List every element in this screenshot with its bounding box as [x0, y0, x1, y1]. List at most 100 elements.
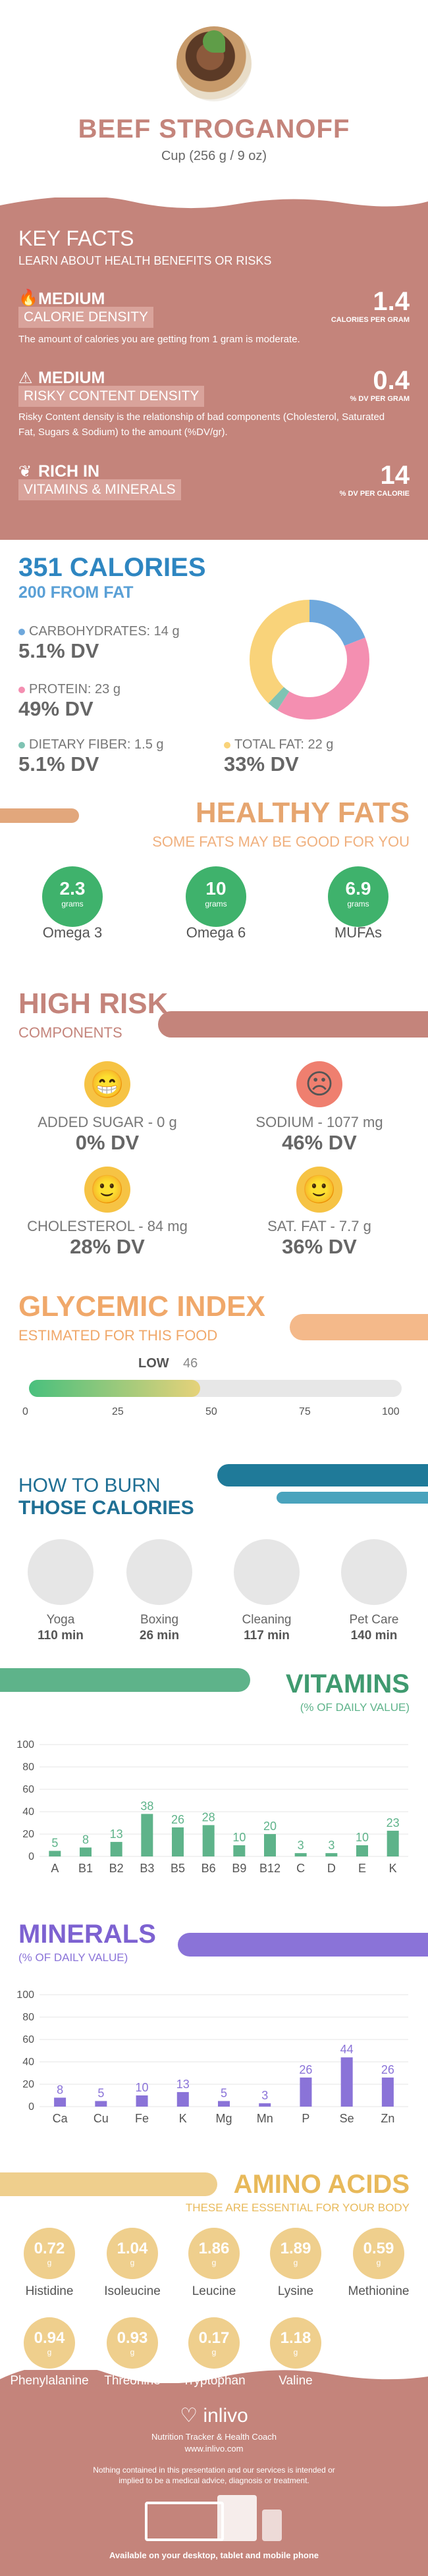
fact-name-calorie: CALORIE DENSITY	[18, 307, 154, 328]
leucine-value: 1.86	[198, 2240, 230, 2257]
website-link[interactable]: www.inlivo.com	[184, 2444, 244, 2454]
flame-icon: 🔥	[18, 289, 38, 307]
high-risk-title: HIGH RISK	[18, 987, 169, 1020]
valine-value: 1.18	[280, 2329, 311, 2347]
sugar-label: ADDED SUGAR - 0 g	[38, 1114, 177, 1130]
vitamins-subtitle: (% OF DAILY VALUE)	[300, 1701, 410, 1714]
x-tick-label: Cu	[94, 2112, 109, 2125]
boxing-icon	[126, 1539, 192, 1605]
cholesterol-dv: 28% DV	[70, 1235, 145, 1258]
x-tick-label: B3	[140, 1862, 154, 1875]
omega6-label: Omega 6	[186, 924, 246, 941]
mineral-bar	[95, 2101, 107, 2107]
histidine-circle: 0.72 g	[24, 2228, 75, 2279]
x-tick-label: P	[302, 2112, 309, 2125]
nutrient-fiber: DIETARY FIBER: 1.5 g 5.1% DV	[18, 737, 164, 776]
fact-value-calorie: 1.4	[373, 287, 410, 316]
fact-desc-calorie: The amount of calories you are getting f…	[18, 334, 300, 345]
gi-tick: 0	[22, 1406, 28, 1417]
y-tick-label: 80	[22, 2012, 34, 2023]
data-label: 10	[356, 1831, 369, 1844]
pet-care-minutes: 140 min	[350, 1629, 398, 1643]
yoga-icon	[28, 1539, 94, 1605]
fat-dv: 33% DV	[224, 752, 299, 775]
omega6-value: 10	[205, 878, 227, 899]
valine-label: Valine	[279, 2374, 313, 2388]
tryptophan-unit: g	[211, 2348, 217, 2357]
donut-slice	[250, 600, 369, 720]
mineral-bar	[136, 2095, 148, 2107]
methionine-circle: 0.59 g	[353, 2228, 404, 2279]
data-label: 13	[110, 1827, 123, 1841]
methionine-value: 0.59	[363, 2240, 394, 2257]
gi-tick: 25	[112, 1406, 124, 1417]
data-label: 3	[261, 2089, 268, 2102]
sad-face-icon: ☹	[296, 1061, 342, 1107]
vitamin-bar	[356, 1845, 368, 1856]
y-tick-label: 0	[28, 2101, 34, 2113]
fact-name-risky: RISKY CONTENT DENSITY	[18, 386, 205, 407]
vitamin-bar	[294, 1853, 307, 1856]
phenylalanine-unit: g	[47, 2348, 52, 2357]
lysine-circle: 1.89 g	[270, 2228, 321, 2279]
devices-icon	[145, 2495, 283, 2541]
leucine-unit: g	[211, 2258, 217, 2267]
decor-bar	[277, 1492, 428, 1504]
x-tick-label: Mg	[215, 2112, 232, 2125]
isoleucine-circle: 1.04 g	[107, 2228, 158, 2279]
vitamin-bar	[325, 1853, 338, 1856]
minerals-bar-chart: 0 20 40 60 80 100 8 Ca 5 Cu 10 Fe 13 K 5 Mg 3 Mn 26 P 44 Se 26…	[16, 1989, 408, 2125]
y-tick-label: 0	[28, 1851, 34, 1862]
decor-bar	[0, 808, 79, 823]
x-tick-label: K	[179, 2112, 187, 2125]
omega3-value: 2.3	[59, 878, 86, 899]
vitamin-bar	[80, 1847, 92, 1856]
x-tick-label: Mn	[257, 2112, 273, 2125]
x-tick-label: E	[358, 1862, 366, 1875]
omega6-circle: 10 grams	[186, 866, 246, 927]
cleaning-label: Cleaning	[242, 1613, 292, 1627]
tryptophan-value: 0.17	[198, 2329, 230, 2347]
healthy-fats-title: HEALTHY FATS	[195, 797, 410, 829]
y-tick-label: 80	[22, 1762, 34, 1773]
y-tick-label: 60	[22, 2034, 34, 2045]
cleaning-minutes: 117 min	[244, 1629, 290, 1643]
glycemic-title: GLYCEMIC INDEX	[18, 1290, 265, 1323]
sodium-dv: 46% DV	[282, 1131, 357, 1154]
wave-top	[0, 2370, 428, 2383]
x-tick-label: K	[389, 1862, 397, 1875]
mineral-bar	[340, 2057, 353, 2107]
x-tick-label: B5	[171, 1862, 185, 1875]
fact-unit-calorie: CALORIES PER GRAM	[331, 316, 410, 324]
data-label: 3	[298, 1839, 304, 1852]
methionine-label: Methionine	[348, 2284, 410, 2298]
omega3-label: Omega 3	[42, 924, 103, 941]
carbs-dv: 5.1% DV	[18, 639, 99, 662]
disclaimer: Nothing contained in this presentation a…	[93, 2465, 335, 2485]
data-label: 3	[328, 1839, 334, 1852]
fact-name-vitamins: VITAMINS & MINERALS	[18, 479, 181, 500]
data-label: 5	[51, 1837, 58, 1850]
threonine-unit: g	[130, 2348, 135, 2357]
macro-donut-chart	[250, 600, 369, 720]
mineral-bar	[259, 2103, 271, 2107]
key-facts-title: KEY FACTS	[18, 226, 134, 250]
gi-tick: 75	[299, 1406, 311, 1417]
x-tick-label: B2	[109, 1862, 124, 1875]
cholesterol-label: CHOLESTEROL - 84 mg	[27, 1218, 188, 1234]
protein-label: PROTEIN: 23 g	[29, 682, 120, 697]
sugar-dv: 0% DV	[75, 1131, 140, 1154]
protein-dv: 49% DV	[18, 697, 94, 720]
carbs-dot	[18, 628, 25, 635]
mineral-bar	[218, 2101, 230, 2107]
y-tick-label: 40	[22, 1806, 34, 1818]
omega6-unit: grams	[205, 899, 227, 908]
fact-unit-vitamins: % DV PER CALORIE	[339, 490, 410, 498]
leucine-label: Leucine	[192, 2284, 236, 2298]
decor-bar	[158, 1011, 428, 1038]
serving-size: Cup (256 g / 9 oz)	[161, 149, 267, 163]
glycemic-level: LOW	[138, 1356, 169, 1371]
lysine-label: Lysine	[277, 2284, 314, 2298]
footer	[0, 2370, 428, 2576]
omega3-circle: 2.3 grams	[42, 866, 103, 927]
